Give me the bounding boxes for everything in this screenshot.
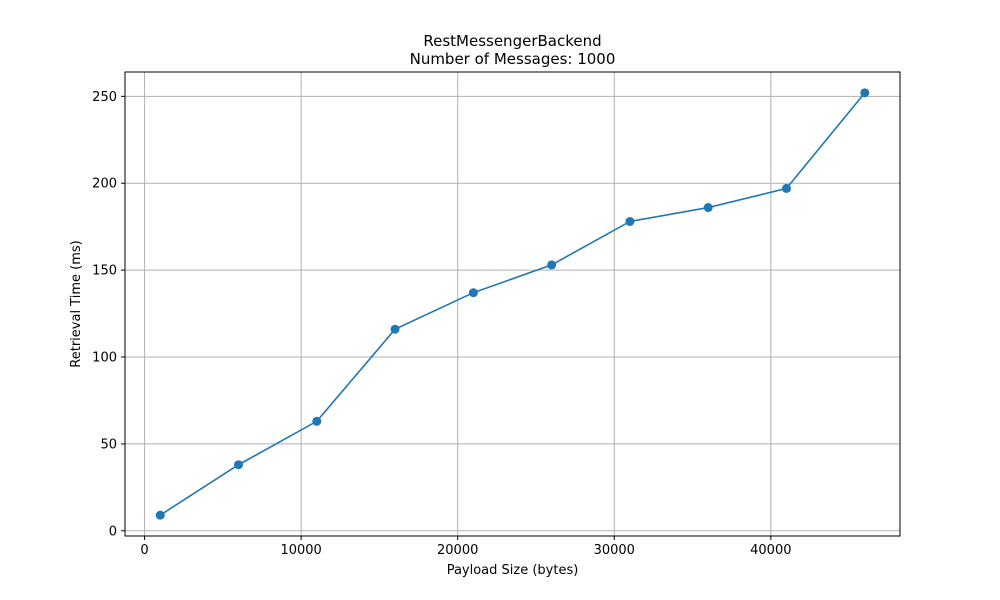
y-tick-label: 150: [92, 264, 117, 279]
data-series: [155, 88, 870, 520]
y-tick-label: 100: [92, 351, 117, 366]
data-point: [625, 216, 635, 226]
data-point: [781, 183, 791, 193]
data-point: [234, 460, 244, 470]
x-axis-label: Payload Size (bytes): [447, 563, 579, 578]
x-tick-label: 20000: [437, 543, 478, 558]
x-tick-label: 30000: [594, 543, 635, 558]
y-tick-label: 200: [92, 177, 117, 192]
x-tick-label: 10000: [280, 543, 321, 558]
chart-title: RestMessengerBackend: [423, 32, 601, 50]
x-tick-label: 0: [140, 543, 148, 558]
data-point: [312, 416, 322, 426]
y-tick-label: 50: [100, 437, 117, 452]
chart-subtitle: Number of Messages: 1000: [410, 50, 616, 68]
axis-ticks: 0 10000 20000 30000 40000 0 50 100 150 200 250: [92, 90, 791, 558]
data-point: [860, 88, 870, 98]
y-axis-label: Retrieval Time (ms): [69, 240, 84, 367]
data-point: [547, 260, 557, 270]
plot-frame: [124, 71, 901, 537]
series-line: [159, 92, 866, 516]
x-tick-label: 40000: [750, 543, 791, 558]
y-tick-label: 250: [92, 90, 117, 105]
data-point: [155, 510, 165, 520]
data-point: [703, 203, 713, 213]
grid-lines: [125, 72, 900, 536]
y-tick-label: 0: [109, 524, 117, 539]
data-point: [468, 288, 478, 298]
data-point: [390, 324, 400, 334]
